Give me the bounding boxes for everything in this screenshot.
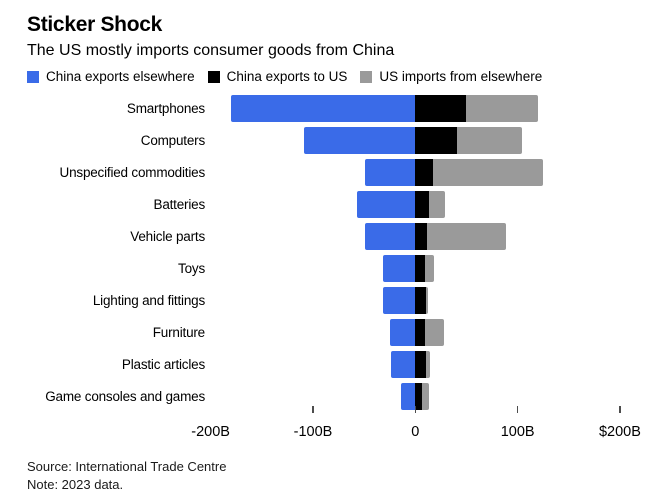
bar-us-imports-from-elsewhere [432,159,544,186]
x-axis-label: -200B [191,424,230,440]
category-label: Smartphones [126,101,205,116]
source-note: Source: International Trade Centre [27,459,227,474]
legend-item-us-imports-from-elsewhere: US imports from elsewhere [360,69,542,84]
bar-china-exports-elsewhere [356,191,416,218]
bar-china-exports-to-us [415,255,425,282]
x-axis-tick [619,406,621,413]
bar-china-exports-to-us [415,383,423,410]
bar-china-exports-elsewhere [365,223,416,250]
bar-china-exports-elsewhere [382,255,416,282]
legend-item-china-exports-elsewhere: China exports elsewhere [27,69,195,84]
bar-us-imports-from-elsewhere [426,223,507,250]
category-label: Toys [178,261,205,276]
x-axis-tick [312,406,314,413]
bar-china-exports-elsewhere [389,319,416,346]
category-label: Lighting and fittings [92,293,205,308]
bar-china-exports-elsewhere [303,127,416,154]
legend-label-us-imports-from-elsewhere: US imports from elsewhere [379,69,543,84]
bar-china-exports-elsewhere [382,287,416,314]
legend-swatch-us-imports-from-elsewhere [360,70,373,83]
category-label: Unspecified commodities [59,165,206,180]
data-note: Note: 2023 data. [27,477,124,492]
legend-swatch-china-exports-to-us [207,70,220,83]
bar-china-exports-to-us [415,127,458,154]
x-axis-tick [414,406,417,413]
bar-china-exports-to-us [415,159,433,186]
legend: China exports elsewhere China exports to … [27,69,542,84]
category-label: Batteries [153,197,206,212]
bar-china-exports-elsewhere [400,383,416,410]
bar-china-exports-to-us [415,351,426,378]
category-label: Computers [140,133,205,148]
bar-us-imports-from-elsewhere [425,351,430,378]
bar-china-exports-to-us [415,319,425,346]
legend-swatch-china-exports-elsewhere [27,70,39,83]
bar-us-imports-from-elsewhere [422,383,429,410]
bar-us-imports-from-elsewhere [424,255,434,282]
category-label: Plastic articles [121,357,205,372]
bar-us-imports-from-elsewhere [466,95,539,122]
bar-china-exports-to-us [415,223,427,250]
x-axis-label: 100B [500,424,535,440]
bar-us-imports-from-elsewhere [457,127,522,154]
legend-item-china-exports-to-us: China exports to US [207,69,348,84]
bar-us-imports-from-elsewhere [424,319,444,346]
x-axis-label: $200B [598,424,641,440]
category-label: Furniture [152,325,205,340]
x-axis-label: -100B [293,424,333,440]
x-axis-label: 0 [411,424,420,440]
bar-us-imports-from-elsewhere [428,191,445,218]
bar-china-exports-to-us [415,95,467,122]
legend-label-china-exports-elsewhere: China exports elsewhere [46,69,195,84]
chart-footer: Source: International Trade Centre Note:… [27,458,226,494]
chart-title: Sticker Shock [27,13,162,36]
category-label: Vehicle parts [130,229,205,244]
category-label: Game consoles and games [45,389,205,404]
bar-china-exports-elsewhere [231,95,416,122]
x-axis-tick [516,406,519,413]
bar-china-exports-elsewhere [390,351,416,378]
bar-china-exports-elsewhere [365,159,416,186]
bar-us-imports-from-elsewhere [425,287,428,314]
bar-china-exports-to-us [415,191,429,218]
bar-china-exports-to-us [415,287,426,314]
chart-subtitle: The US mostly imports consumer goods fro… [27,42,395,59]
legend-label-china-exports-to-us: China exports to US [226,69,348,84]
